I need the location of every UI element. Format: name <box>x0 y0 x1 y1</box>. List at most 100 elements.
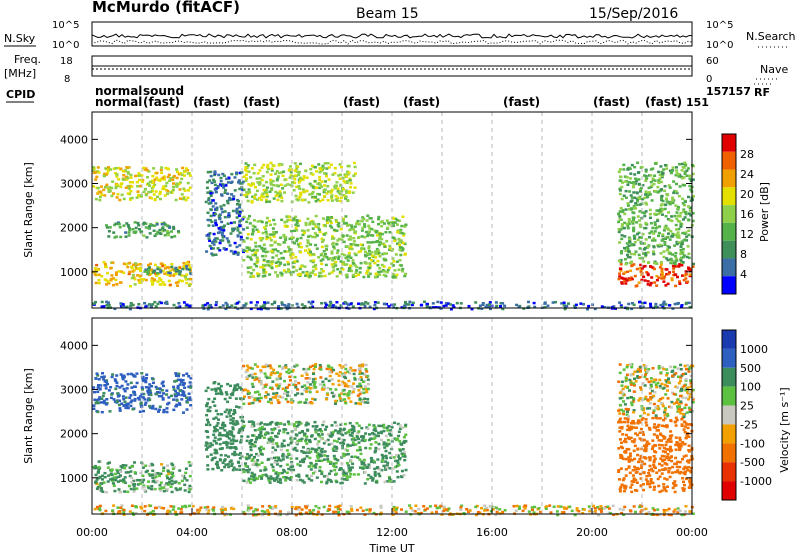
scatter-cell <box>366 466 369 469</box>
scatter-cell <box>238 430 241 433</box>
scatter-cell <box>133 231 136 234</box>
scatter-cell <box>666 425 669 428</box>
scatter-cell <box>243 216 246 219</box>
scatter-cell <box>132 408 135 411</box>
scatter-cell <box>294 386 297 389</box>
scatter-cell <box>166 464 169 467</box>
scatter-cell <box>271 451 274 454</box>
scatter-cell <box>688 450 691 453</box>
scatter-cell <box>314 244 317 247</box>
scatter-cell <box>206 464 209 467</box>
scatter-cell <box>335 243 338 246</box>
scatter-cell <box>320 460 323 463</box>
scatter-cell <box>337 188 340 191</box>
scatter-cell <box>348 390 351 393</box>
scatter-cell <box>297 382 300 385</box>
scatter-cell <box>207 387 210 390</box>
scatter-cell <box>153 301 156 304</box>
scatter-cell <box>229 397 232 400</box>
scatter-cell <box>306 373 309 376</box>
scatter-cell <box>230 182 233 185</box>
scatter-cell <box>257 220 260 223</box>
scatter-cell <box>215 304 218 307</box>
scatter-cell <box>214 202 217 205</box>
scatter-cell <box>217 413 220 416</box>
scatter-cell <box>665 268 668 271</box>
scatter-cell <box>119 474 122 477</box>
scatter-cell <box>323 384 326 387</box>
scatter-cell <box>181 167 184 170</box>
scatter-cell <box>287 421 290 424</box>
scatter-cell <box>321 381 324 384</box>
scatter-cell <box>352 191 355 194</box>
scatter-cell <box>213 233 216 236</box>
scatter-cell <box>252 421 255 424</box>
scatter-cell <box>653 459 656 462</box>
scatter-cell <box>243 471 246 474</box>
scatter-cell <box>684 238 687 241</box>
scatter-cell <box>686 281 689 284</box>
scatter-cell <box>220 193 223 196</box>
scatter-cell <box>380 425 383 428</box>
scatter-cell <box>336 275 339 278</box>
scatter-cell <box>347 393 350 396</box>
scatter-cell <box>688 178 691 181</box>
scatter-cell <box>358 251 361 254</box>
scatter-cell <box>279 459 282 462</box>
scatter-cell <box>98 199 101 202</box>
scatter-cell <box>654 162 657 165</box>
scatter-cell <box>305 390 308 393</box>
scatter-cell <box>370 443 373 446</box>
scatter-cell <box>173 304 176 307</box>
scatter-cell <box>675 424 678 427</box>
scatter-cell <box>265 224 268 227</box>
scatter-cell <box>628 190 631 193</box>
scatter-cell <box>269 224 272 227</box>
scatter-cell <box>239 225 242 228</box>
scatter-cell <box>145 279 148 282</box>
scatter-cell <box>306 245 309 248</box>
scatter-cell <box>271 380 274 383</box>
scatter-cell <box>632 469 635 472</box>
scatter-cell <box>95 176 98 179</box>
scatter-cell <box>332 450 335 453</box>
scatter-cell <box>94 267 97 270</box>
scatter-cell <box>632 186 635 189</box>
scatter-cell <box>211 182 214 185</box>
scatter-cell <box>256 181 259 184</box>
scatter-cell <box>664 444 667 447</box>
scatter-cell <box>248 188 251 191</box>
scatter-cell <box>352 305 355 308</box>
scatter-cell <box>633 450 636 453</box>
scatter-cell <box>343 478 346 481</box>
scatter-cell <box>432 302 435 305</box>
scatter-cell <box>374 301 377 304</box>
scatter-cell <box>369 447 372 450</box>
scatter-cell <box>330 443 333 446</box>
scatter-cell <box>375 273 378 276</box>
scatter-cell <box>181 280 184 283</box>
scatter-cell <box>127 172 130 175</box>
scatter-cell <box>95 474 98 477</box>
scatter-cell <box>130 373 133 376</box>
scatter-cell <box>370 437 373 440</box>
scatter-cell <box>636 482 639 485</box>
scatter-cell <box>145 194 148 197</box>
scatter-cell <box>671 233 674 236</box>
scatter-cell <box>216 237 219 240</box>
scatter-cell <box>182 374 185 377</box>
scatter-cell <box>247 271 250 274</box>
nave-tick-bottom: 0 <box>706 74 712 85</box>
scatter-cell <box>687 205 690 208</box>
scatter-cell <box>327 162 330 165</box>
scatter-cell <box>637 172 640 175</box>
scatter-cell <box>309 251 312 254</box>
scatter-cell <box>231 230 234 233</box>
scatter-cell <box>638 183 641 186</box>
scatter-cell <box>366 398 369 401</box>
scatter-cell <box>375 481 378 484</box>
scatter-cell <box>346 462 349 465</box>
scatter-cell <box>124 231 127 234</box>
scatter-cell <box>378 252 381 255</box>
scatter-cell <box>292 253 295 256</box>
